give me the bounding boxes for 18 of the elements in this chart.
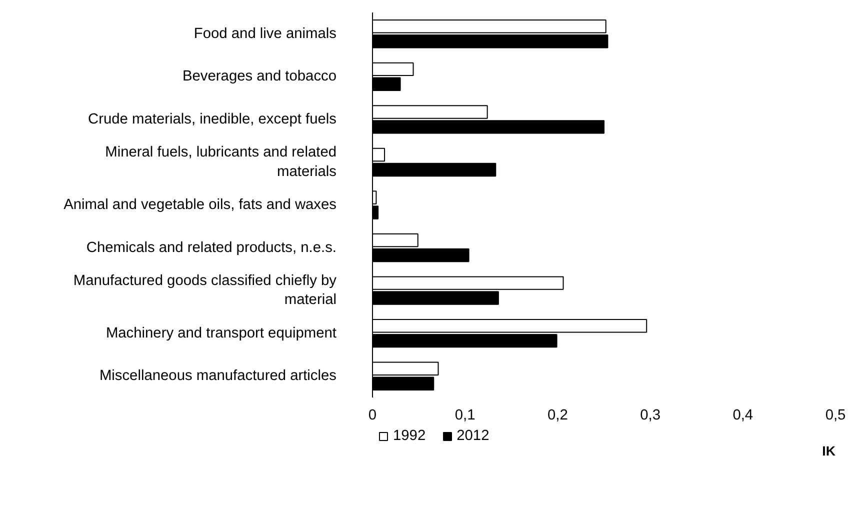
y-tick-label: Machinery and transport equipment	[106, 325, 337, 342]
x-tick-label: 0,3	[640, 408, 660, 424]
text: IK	[822, 444, 836, 458]
x-tick-label: 0,2	[548, 408, 568, 424]
x-tick-label: 0,1	[454, 408, 476, 424]
y-tick-label: Food and live animals	[194, 26, 337, 42]
x-tick-label: 0,4	[732, 408, 754, 424]
legend-label: 2012	[456, 428, 490, 444]
y-tick-label: Beverages and tobacco	[182, 68, 336, 85]
y-tick-label: Manufactured goods classified chiefly by material	[73, 272, 338, 308]
x-tick-label: 0,5	[825, 408, 846, 424]
x-tick-label: 0	[368, 408, 377, 424]
y-tick-label: Miscellaneous manufactured articles	[99, 368, 337, 384]
y-tick-label: Crude materials, inedible, except fuels	[88, 111, 337, 128]
legend-label: 1992	[393, 428, 426, 444]
y-tick-label: Chemicals and related products, n.e.s.	[86, 240, 337, 256]
y-tick-label: Animal and vegetable oils, fats and waxes	[64, 197, 337, 213]
y-tick-label: Mineral fuels, lubricants and related materials	[105, 144, 337, 180]
